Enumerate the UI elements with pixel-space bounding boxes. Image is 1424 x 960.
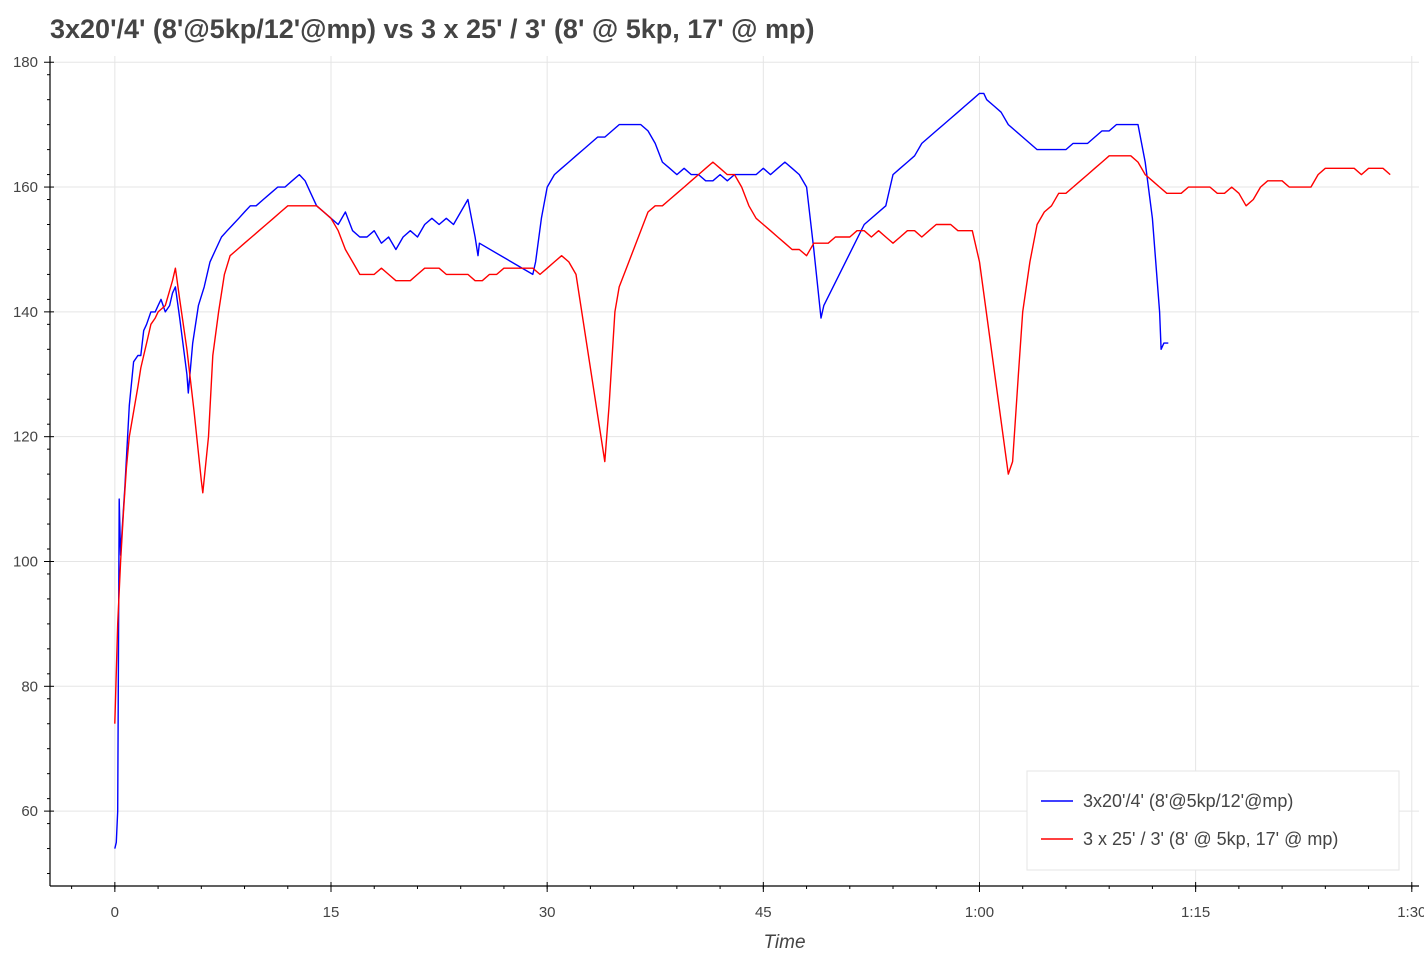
y-tick-label: 100 xyxy=(13,553,38,570)
x-tick-label: 1:00 xyxy=(965,904,994,921)
y-tick-label: 80 xyxy=(21,678,38,695)
x-tick-label: 0 xyxy=(111,904,119,921)
y-tick-label: 60 xyxy=(21,803,38,820)
x-tick-label: 45 xyxy=(755,904,772,921)
y-tick-label: 120 xyxy=(13,429,38,446)
series-line-1 xyxy=(114,92,1169,849)
x-tick-label: 15 xyxy=(323,904,340,921)
y-tick-label: 140 xyxy=(13,304,38,321)
series-line-2 xyxy=(114,155,1391,724)
y-tick-label: 160 xyxy=(13,179,38,196)
y-tick-label: 180 xyxy=(13,54,38,71)
axes: 60 80 100 120 140 160 180 0 15 30 45 1:00 1:15 1:30 Ti… xyxy=(13,54,1424,953)
legend-box xyxy=(1026,770,1400,871)
legend: 3x20'/4' (8'@5kp/12'@mp) 3 x 25' / 3' (8'… xyxy=(1026,770,1400,871)
x-tick-label: 1:30 xyxy=(1397,904,1424,921)
legend-label-2: 3 x 25' / 3' (8' @ 5kp, 17' @ mp) xyxy=(1083,829,1338,849)
grid xyxy=(50,56,1419,886)
x-tick-label: 1:15 xyxy=(1181,904,1210,921)
chart-title: 3x20'/4' (8'@5kp/12'@mp) vs 3 x 25' / 3'… xyxy=(50,14,815,44)
x-axis-label: Time xyxy=(763,932,805,953)
legend-label-1: 3x20'/4' (8'@5kp/12'@mp) xyxy=(1083,791,1293,811)
x-tick-label: 30 xyxy=(539,904,556,921)
series-lines xyxy=(114,92,1391,849)
